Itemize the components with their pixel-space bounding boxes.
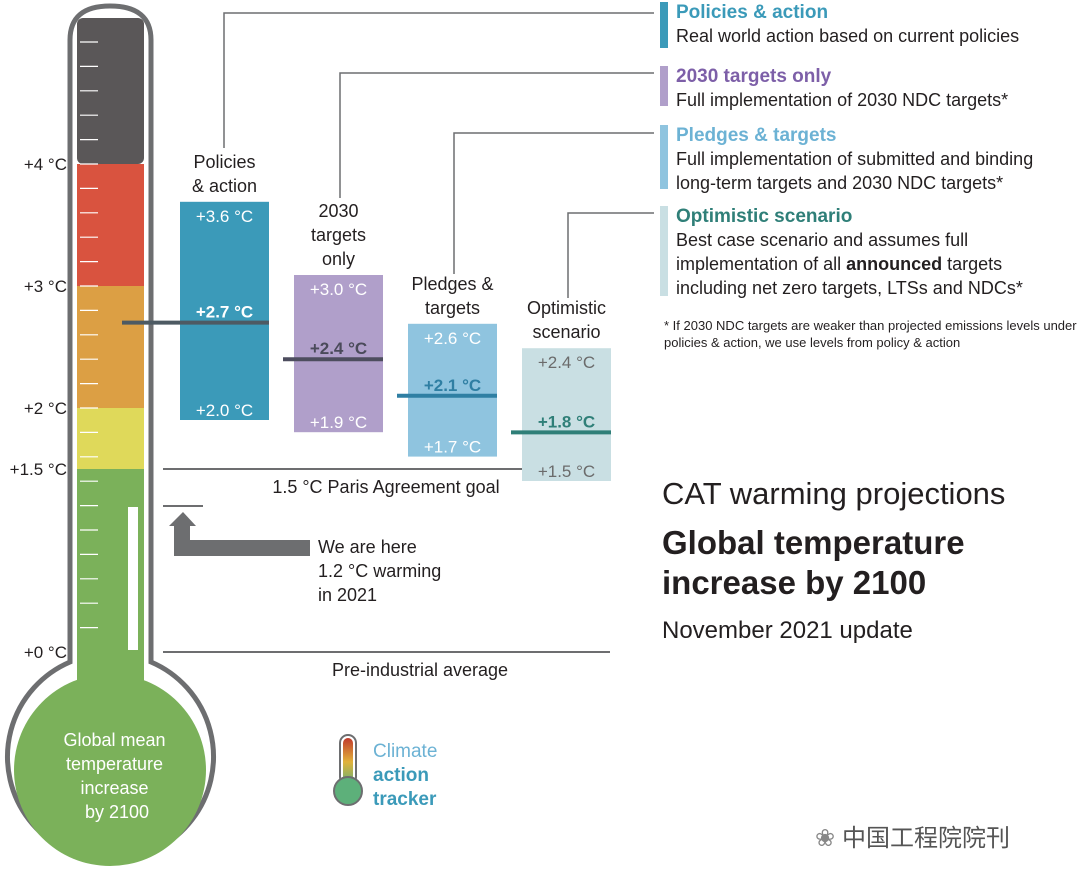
y-axis-tick-label: +2 °C [24,399,67,418]
thermometer: Global mean temperature increase by 2100 [5,3,216,866]
thermometer-band [77,164,144,286]
reference-lines: 1.5 °C Paris Agreement goal Pre-industria… [163,468,610,680]
connector-optimistic [567,212,654,298]
legend-bar-2030 [660,66,668,106]
legend-title-pledges: Pledges & targets [676,125,837,146]
we-are-here-marker: We are here 1.2 °C warming in 2021 [163,505,446,605]
reference-line-label: 1.5 °C Paris Agreement goal [272,477,499,497]
legend-title-policies: Policies & action [676,2,829,23]
we-are-here-label: We are here 1.2 °C warming in 2021 [318,537,446,605]
legend-title-optimistic: Optimistic scenario [676,206,853,227]
bulb-label: Global mean temperature increase by 2100 [63,730,170,822]
thermometer-band [77,18,144,164]
scenario-range-bar [180,201,269,420]
watermark: ❀ 中国工程院院刊 [808,818,1010,853]
legend-bar-optimistic [660,206,668,296]
scenario-name: Policies [193,152,255,172]
legend-desc-2030: Full implementation of 2030 NDC targets* [676,90,1009,110]
scenario-name: targets [425,298,480,318]
legend-item-optimistic: Optimistic scenario Best case scenario a… [676,206,1076,300]
scenario-2: Pledges & targets +2.6 °C +1.7 °C +2.1 °C [397,274,497,457]
scenario-name: Pledges & [411,274,493,294]
connector-2030 [339,72,654,198]
y-axis-labels: +4 °C +3 °C +2 °C +1.5 °C +0 °C [10,155,67,662]
scenario-name: targets [311,225,366,245]
legend-desc-policies: Real world action based on current polic… [676,26,1020,46]
current-level-bar [128,507,138,650]
scenario-high-label: +2.6 °C [424,329,481,348]
wechat-icon: ❀ [814,825,836,852]
thermometer-band [77,286,144,408]
legend-bar-policies [660,2,668,48]
scenario-name: & action [192,176,257,196]
legend-item-policies: Policies & action Real world action base… [676,2,1019,48]
scenario-1: 2030 targets only +3.0 °C +1.9 °C +2.4 °C [283,201,383,433]
scenario-high-label: +2.4 °C [538,353,595,372]
logo-text: Climate action tracker [373,741,443,810]
connector-policies [223,12,654,148]
scenario-median-label: +1.8 °C [538,412,595,431]
climate-action-tracker-logo: Climate action tracker [333,734,443,810]
scenario-name: scenario [532,322,600,342]
scenario-range-bar [522,348,611,481]
y-axis-tick-label: +3 °C [24,277,67,296]
scenario-range-bar [294,275,383,433]
scenario-name: only [322,249,355,269]
y-axis-tick-label: +0 °C [24,643,67,662]
y-axis-tick-label: +1.5 °C [10,460,67,479]
connector-pledges [453,132,654,274]
legend-title-2030: 2030 targets only [676,66,832,87]
footnote: * If 2030 NDC targets are weaker than pr… [664,318,1077,350]
we-are-here-arrow [169,512,310,556]
legend-item-2030: 2030 targets only Full implementation of… [676,66,1008,112]
legend-desc-pledges: Full implementation of submitted and bin… [676,149,1034,193]
logo-thermometer-bulb [333,776,363,806]
thermometer-band [77,408,144,469]
y-axis-tick-label: +4 °C [24,155,67,174]
thermometer-bulb [14,674,206,866]
scenario-low-label: +2.0 °C [196,401,253,420]
scenario-3: Optimistic scenario +2.4 °C +1.5 °C +1.8 °C [511,298,611,481]
chart-title: CAT warming projections [662,476,1006,511]
logo-stem-fill [343,738,353,786]
scenario-bars: Policies & action +3.6 °C +2.0 °C +2.7 °C 203… [122,152,611,481]
scenario-low-label: +1.9 °C [310,413,367,432]
legend-desc-optimistic: Best case scenario and assumes full impl… [676,230,1023,298]
legend-connectors [223,12,654,298]
scenario-name: Optimistic [527,298,606,318]
thermometer-tick-marks [80,41,98,629]
reference-line-label: Pre-industrial average [332,660,508,680]
legend-item-pledges: Pledges & targets Full implementation of… [676,125,1078,195]
chart-update-date: November 2021 update [662,617,913,644]
scenario-low-label: +1.5 °C [538,462,595,481]
scenario-name: 2030 [318,201,358,221]
thermometer-neck [78,650,143,690]
scenario-0: Policies & action +3.6 °C +2.0 °C +2.7 °C [122,152,269,420]
legend-bar-pledges [660,125,668,189]
scenario-range-bar [408,323,497,457]
scenario-high-label: +3.0 °C [310,280,367,299]
scenario-median-label: +2.4 °C [310,339,367,358]
scenario-median-label: +2.7 °C [196,303,253,322]
scenario-median-label: +2.1 °C [424,376,481,395]
chart-subtitle: Global temperature increase by 2100 [662,524,965,601]
scenario-low-label: +1.7 °C [424,438,481,457]
watermark-text: 中国工程院院刊 [842,825,1010,852]
scenario-high-label: +3.6 °C [196,207,253,226]
